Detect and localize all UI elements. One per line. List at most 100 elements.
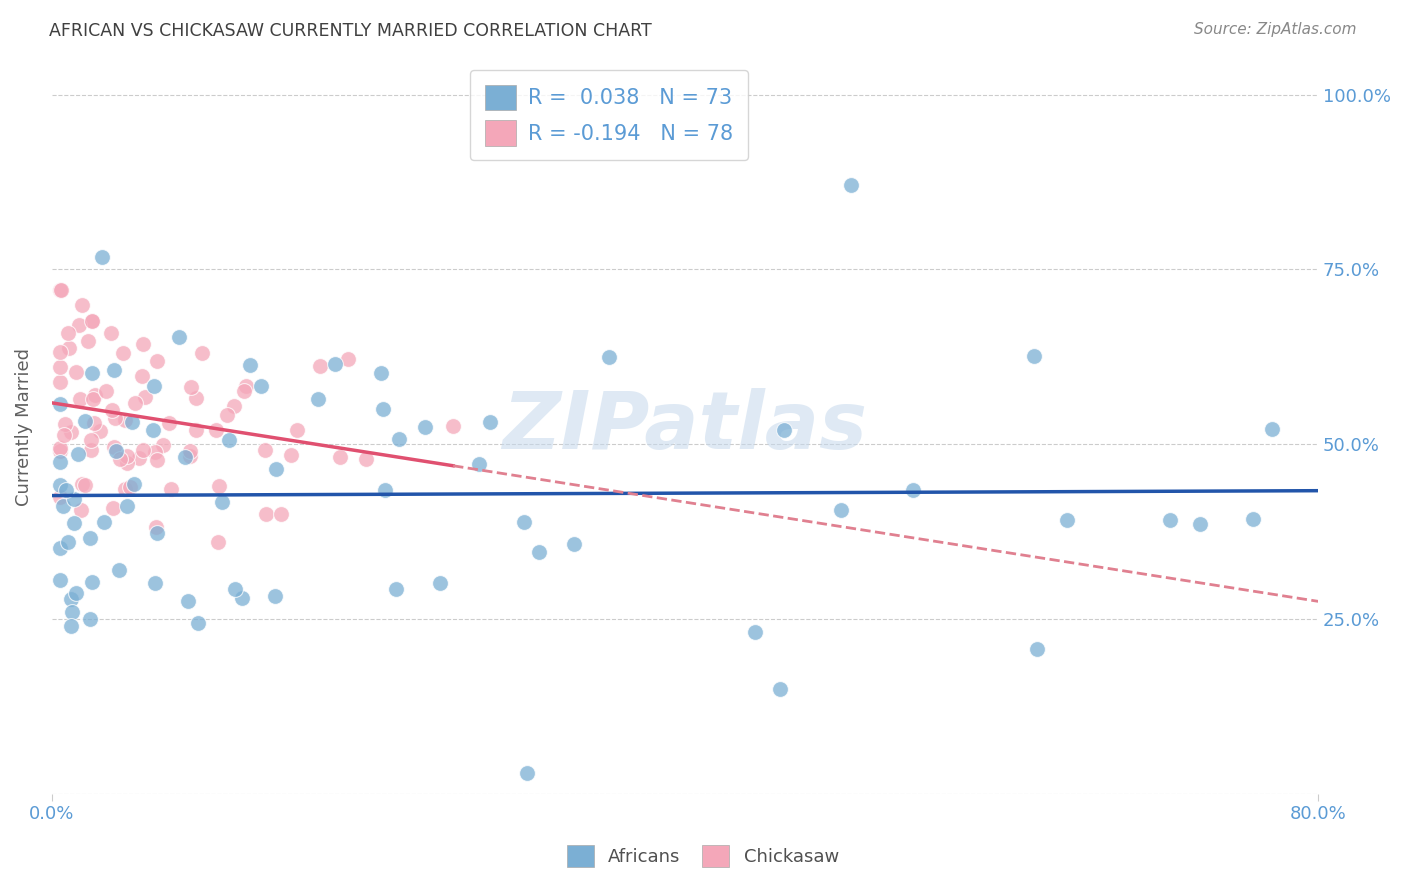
Point <box>1056 513 1078 527</box>
Point <box>111 346 134 360</box>
Point <box>468 457 491 471</box>
Point <box>478 415 501 429</box>
Point <box>374 483 396 497</box>
Point <box>63 516 86 530</box>
Point <box>308 359 330 374</box>
Legend: R =  0.038   N = 73, R = -0.194   N = 78: R = 0.038 N = 73, R = -0.194 N = 78 <box>470 70 748 161</box>
Point <box>48 541 70 555</box>
Point <box>69 392 91 406</box>
Point <box>516 765 538 780</box>
Point <box>839 178 862 193</box>
Point <box>146 453 169 467</box>
Point <box>157 416 180 430</box>
Point <box>218 433 240 447</box>
Point <box>513 515 536 529</box>
Point <box>413 420 436 434</box>
Point <box>65 586 87 600</box>
Point <box>266 462 288 476</box>
Point <box>59 618 82 632</box>
Point <box>901 483 924 497</box>
Point <box>179 449 201 463</box>
Point <box>186 423 208 437</box>
Point <box>142 423 165 437</box>
Point <box>73 477 96 491</box>
Point <box>83 417 105 431</box>
Point <box>370 366 392 380</box>
Point <box>323 358 346 372</box>
Point <box>177 594 200 608</box>
Point <box>562 537 585 551</box>
Point <box>205 423 228 437</box>
Point <box>128 450 150 465</box>
Point <box>65 365 87 379</box>
Point <box>108 452 131 467</box>
Point <box>67 447 90 461</box>
Point <box>124 396 146 410</box>
Point <box>598 351 620 365</box>
Point <box>115 449 138 463</box>
Point <box>173 450 195 465</box>
Y-axis label: Currently Married: Currently Married <box>15 348 32 506</box>
Point <box>53 417 76 431</box>
Point <box>48 441 70 455</box>
Point <box>49 376 72 390</box>
Point <box>79 442 101 457</box>
Point <box>59 425 82 439</box>
Point <box>70 298 93 312</box>
Point <box>744 625 766 640</box>
Point <box>187 616 209 631</box>
Point <box>114 412 136 426</box>
Point <box>134 390 156 404</box>
Point <box>211 495 233 509</box>
Point <box>103 363 125 377</box>
Point <box>48 477 70 491</box>
Point <box>84 388 107 402</box>
Point <box>329 450 352 464</box>
Point <box>62 605 84 619</box>
Legend: Africans, Chickasaw: Africans, Chickasaw <box>560 838 846 874</box>
Point <box>1022 349 1045 363</box>
Point <box>104 411 127 425</box>
Point <box>58 341 80 355</box>
Point <box>89 425 111 439</box>
Point <box>52 427 75 442</box>
Point <box>527 545 550 559</box>
Text: Source: ZipAtlas.com: Source: ZipAtlas.com <box>1194 22 1357 37</box>
Point <box>79 612 101 626</box>
Point <box>49 283 72 297</box>
Point <box>132 442 155 457</box>
Point <box>429 576 451 591</box>
Point <box>59 591 82 606</box>
Point <box>224 399 246 413</box>
Point <box>160 482 183 496</box>
Point <box>336 351 359 366</box>
Point <box>114 483 136 497</box>
Point <box>285 423 308 437</box>
Point <box>180 379 202 393</box>
Point <box>1261 421 1284 435</box>
Point <box>235 379 257 393</box>
Point <box>145 445 167 459</box>
Point <box>280 448 302 462</box>
Point <box>48 490 70 504</box>
Point <box>70 502 93 516</box>
Point <box>82 392 104 406</box>
Point <box>63 491 86 506</box>
Point <box>270 507 292 521</box>
Point <box>208 479 231 493</box>
Point <box>145 576 167 591</box>
Point <box>146 353 169 368</box>
Point <box>191 346 214 360</box>
Point <box>1159 513 1181 527</box>
Point <box>70 477 93 491</box>
Point <box>76 334 98 348</box>
Point <box>1241 512 1264 526</box>
Text: ZIPatlas: ZIPatlas <box>502 388 868 466</box>
Point <box>105 444 128 458</box>
Point <box>80 314 103 328</box>
Point <box>48 344 70 359</box>
Point <box>142 378 165 392</box>
Point <box>145 526 167 541</box>
Point <box>239 358 262 372</box>
Point <box>830 502 852 516</box>
